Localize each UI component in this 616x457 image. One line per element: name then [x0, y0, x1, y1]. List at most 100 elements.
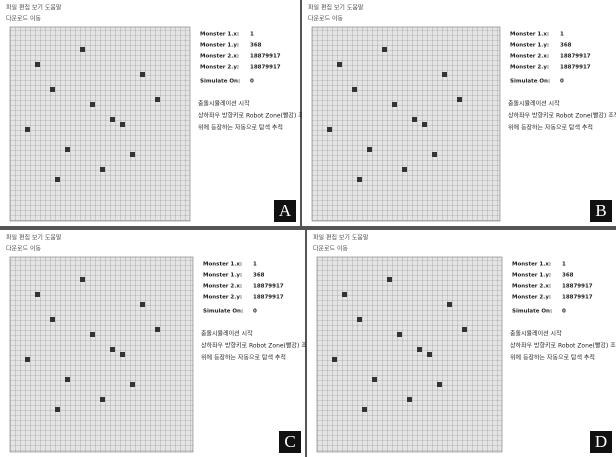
grid-cell	[35, 62, 40, 67]
info-label: Monster 2.y:	[512, 295, 551, 301]
grid-cell	[367, 147, 372, 152]
info-label: Monster 2.y:	[200, 65, 239, 71]
menu-bar: 파일 편집 보기 도움말	[6, 4, 62, 12]
note: 위에 등장하는 자동으로 탐색 추적	[508, 124, 593, 132]
info-label: Monster 2.x:	[510, 54, 549, 60]
info-label: Monster 1.x:	[200, 32, 239, 38]
info-value: 368	[560, 43, 572, 49]
grid-cell	[50, 87, 55, 92]
note: 상하좌우 방향키로 Robot Zone(빨강) 조작	[510, 342, 616, 350]
note: 위에 등장하는 자동으로 탐색 추적	[201, 354, 286, 362]
grid-cell	[357, 177, 362, 182]
toolbar: 다운로드 이동	[308, 15, 344, 23]
info-value: 0	[250, 79, 254, 85]
grid-map	[317, 257, 502, 452]
info-label: Monster 1.x:	[510, 32, 549, 38]
grid-cell	[332, 357, 337, 362]
menu-bar: 파일 편집 보기 도움말	[308, 4, 364, 12]
info-value: 18879917	[250, 65, 281, 71]
grid-cell	[442, 72, 447, 77]
grid-cell	[65, 147, 70, 152]
grid-cell	[140, 72, 145, 77]
grid-cell	[140, 302, 145, 307]
panel-label: C	[284, 432, 295, 451]
note: 충돌시뮬레이션 시작	[198, 100, 250, 108]
note: 충돌시뮬레이션 시작	[201, 330, 253, 338]
info-value: 18879917	[560, 54, 591, 60]
grid-cell	[427, 352, 432, 357]
grid-cell	[130, 152, 135, 157]
info-value: 18879917	[560, 65, 591, 71]
grid-cell	[382, 47, 387, 52]
toolbar: 다운로드 이동	[6, 245, 42, 253]
info-value: 0	[562, 309, 566, 315]
info-label: Monster 2.x:	[512, 284, 551, 290]
info-label: Monster 1.x:	[203, 262, 242, 268]
info-value: 1	[250, 32, 254, 38]
info-value: 368	[250, 43, 262, 49]
info-label: Simulate On:	[510, 79, 550, 85]
grid-cell	[100, 397, 105, 402]
info-value: 18879917	[562, 284, 593, 290]
grid-cell	[90, 102, 95, 107]
info-value: 0	[560, 79, 564, 85]
grid-cell	[402, 167, 407, 172]
grid-cell	[90, 332, 95, 337]
taskbar	[0, 226, 616, 230]
grid-cell	[437, 382, 442, 387]
info-value: 1	[560, 32, 564, 38]
info-label: Simulate On:	[203, 309, 243, 315]
info-value: 1	[562, 262, 566, 268]
grid-cell	[55, 407, 60, 412]
grid-cell	[462, 327, 467, 332]
grid-cell	[80, 277, 85, 282]
info-value: 18879917	[253, 295, 284, 301]
grid-cell	[342, 292, 347, 297]
grid-map	[312, 27, 500, 221]
info-value: 0	[253, 309, 257, 315]
panel-label: A	[279, 201, 292, 220]
grid-cell	[357, 317, 362, 322]
panel-label: B	[595, 201, 606, 220]
window: 파일 편집 보기 도움말다운로드 이동Monster 1.x:1Monster …	[0, 0, 310, 226]
info-value: 368	[253, 273, 265, 279]
grid-cell	[457, 97, 462, 102]
grid-cell	[65, 377, 70, 382]
grid-cell	[397, 332, 402, 337]
grid-cell	[120, 122, 125, 127]
note: 위에 등장하는 자동으로 탐색 추적	[510, 354, 595, 362]
info-label: Monster 1.y:	[510, 43, 549, 49]
grid-cell	[337, 62, 342, 67]
grid-cell	[110, 347, 115, 352]
grid-cell	[422, 122, 427, 127]
grid-cell	[25, 357, 30, 362]
info-label: Monster 1.y:	[203, 273, 242, 279]
grid-cell	[120, 352, 125, 357]
note: 상하좌우 방향키로 Robot Zone(빨강) 조작	[198, 112, 310, 120]
grid-cell	[130, 382, 135, 387]
grid-cell	[25, 127, 30, 132]
info-label: Simulate On:	[512, 309, 552, 315]
info-label: Monster 1.y:	[512, 273, 551, 279]
grid-cell	[55, 177, 60, 182]
grid-cell	[362, 407, 367, 412]
grid-cell	[417, 347, 422, 352]
grid-cell	[35, 292, 40, 297]
panel-label: D	[595, 432, 607, 451]
info-value: 18879917	[562, 295, 593, 301]
info-label: Simulate On:	[200, 79, 240, 85]
grid-cell	[412, 117, 417, 122]
grid-cell	[352, 87, 357, 92]
info-value: 18879917	[253, 284, 284, 290]
grid-cell	[387, 277, 392, 282]
grid-map	[10, 257, 193, 452]
menu-bar: 파일 편집 보기 도움말	[6, 234, 62, 242]
note: 상하좌우 방향키로 Robot Zone(빨강) 조작	[508, 112, 616, 120]
info-label: Monster 2.x:	[200, 54, 239, 60]
toolbar: 다운로드 이동	[313, 245, 349, 253]
grid-cell	[80, 47, 85, 52]
info-label: Monster 2.y:	[510, 65, 549, 71]
grid-cell	[50, 317, 55, 322]
